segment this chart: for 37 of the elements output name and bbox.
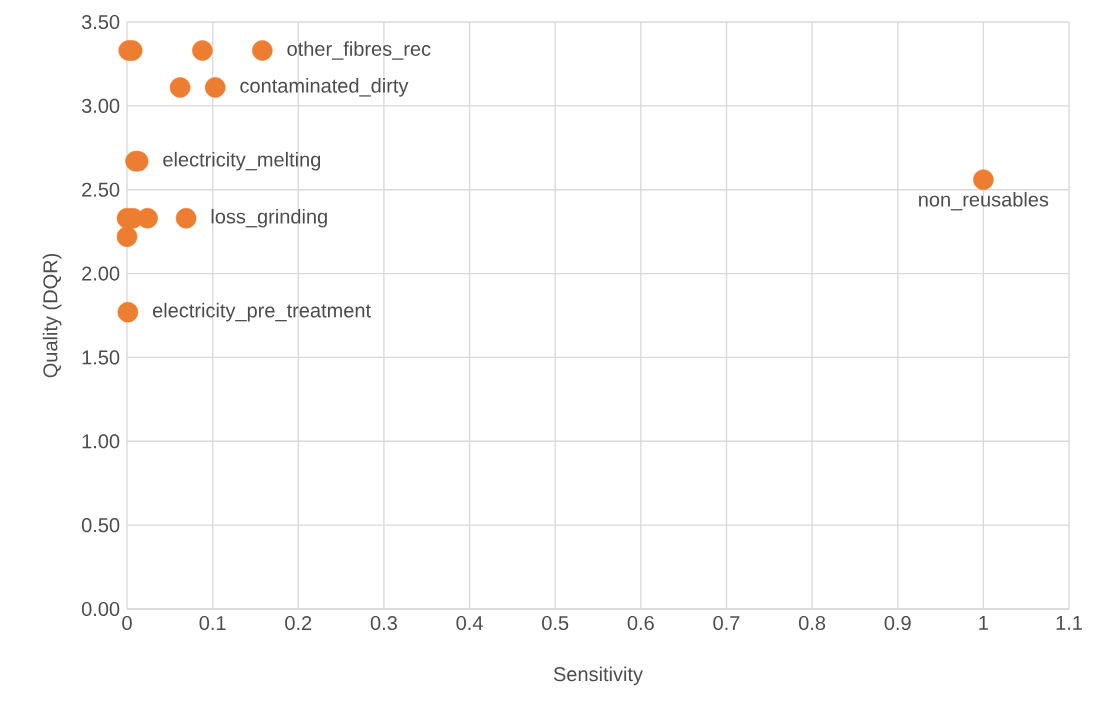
point: [137, 207, 158, 229]
y-tick-label: 1.00: [82, 434, 120, 449]
point: [192, 40, 213, 61]
x-tick-label: 1.1: [1056, 615, 1082, 630]
point: [175, 207, 197, 229]
x-tick-label: 0.5: [542, 615, 569, 631]
y-tick-label: 2.00: [82, 266, 120, 281]
x-tick-label: 0.6: [627, 615, 654, 631]
y-tick-label: 1.50: [82, 350, 120, 365]
annotation: loss_grinding: [211, 208, 327, 228]
point: [169, 77, 191, 98]
x-tick-label: 0: [122, 615, 132, 631]
x-tick-label: 0.1: [199, 615, 226, 631]
point: [973, 169, 994, 190]
x-tick-label: 1: [979, 615, 988, 630]
point: [204, 77, 226, 98]
x-axis-title: Sensitivity: [553, 666, 643, 686]
x-tick-label: 0.7: [713, 615, 740, 631]
point: [252, 40, 273, 61]
annotation: electricity_melting: [163, 151, 321, 171]
y-tick-label: 0.00: [81, 601, 120, 617]
x-tick-label: 0.2: [285, 615, 312, 631]
y-tick-label: 2.50: [82, 182, 120, 197]
x-tick-label: 0.3: [370, 615, 397, 631]
y-tick-label: 3.00: [81, 98, 120, 113]
annotation: contaminated_dirty: [240, 78, 409, 97]
x-tick-label: 0.4: [456, 615, 483, 631]
x-tick-label: 0.8: [798, 615, 826, 631]
point: [117, 301, 139, 323]
annotation: non_reusables: [919, 191, 1049, 211]
y-tick-label: 0.50: [81, 518, 120, 533]
annotation: electricity_pre_treatment: [152, 302, 371, 322]
x-tick-label: 0.9: [884, 615, 911, 631]
y-tick-label: 3.50: [81, 14, 120, 30]
y-axis-title: Quality (DQR): [42, 253, 62, 378]
annotation: other_fibres_rec: [287, 41, 431, 60]
point: [116, 226, 138, 247]
